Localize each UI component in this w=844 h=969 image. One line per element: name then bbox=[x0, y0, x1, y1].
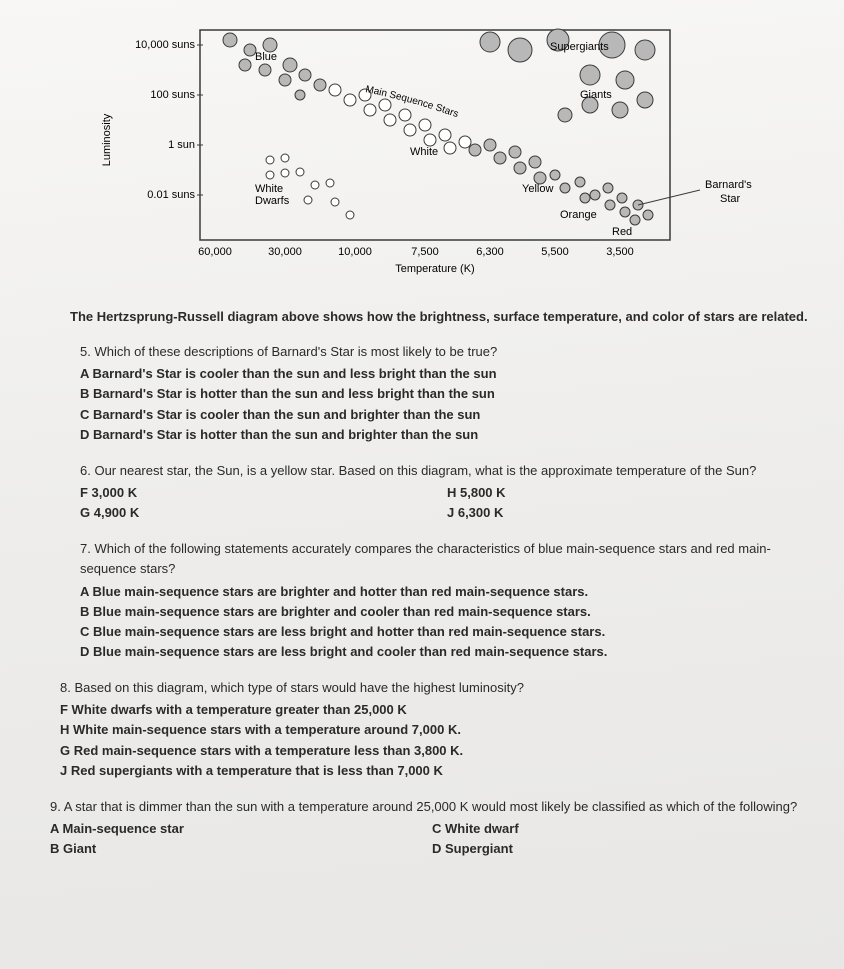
xtick-2: 10,000 bbox=[338, 246, 372, 258]
q6-text: 6. Our nearest star, the Sun, is a yello… bbox=[80, 461, 814, 481]
label-barnards-1: Barnard's bbox=[705, 179, 752, 191]
question-8: 8. Based on this diagram, which type of … bbox=[60, 678, 814, 781]
question-6: 6. Our nearest star, the Sun, is a yello… bbox=[80, 461, 814, 523]
xtick-3: 7,500 bbox=[411, 246, 439, 258]
xtick-5: 5,500 bbox=[541, 246, 569, 258]
q5-choice-d: D Barnard's Star is hotter than the sun … bbox=[80, 425, 814, 445]
hr-diagram-svg: Luminosity 10,000 suns 100 suns 1 sun 0.… bbox=[90, 20, 770, 290]
xtick-0: 60,000 bbox=[198, 246, 232, 258]
ytick-3: 0.01 suns bbox=[147, 189, 195, 201]
label-barnards-2: Star bbox=[720, 193, 741, 205]
q9-choice-b: B Giant bbox=[50, 839, 432, 859]
q5-text: 5. Which of these descriptions of Barnar… bbox=[80, 342, 814, 362]
xtick-6: 3,500 bbox=[606, 246, 634, 258]
label-white-dwarfs-2: Dwarfs bbox=[255, 195, 290, 207]
intro-text: The Hertzsprung-Russell diagram above sh… bbox=[70, 308, 814, 326]
ytick-2: 1 sun bbox=[168, 139, 195, 151]
q6-choice-f: F 3,000 K bbox=[80, 483, 447, 503]
xtick-4: 6,300 bbox=[476, 246, 504, 258]
question-7: 7. Which of the following statements acc… bbox=[80, 539, 814, 662]
label-giants: Giants bbox=[580, 89, 612, 101]
q7-choice-d: D Blue main-sequence stars are less brig… bbox=[80, 642, 814, 662]
q8-choice-g: G Red main-sequence stars with a tempera… bbox=[60, 741, 814, 761]
label-orange: Orange bbox=[560, 209, 597, 221]
label-red: Red bbox=[612, 226, 632, 238]
q7-choice-a: A Blue main-sequence stars are brighter … bbox=[80, 582, 814, 602]
label-white: White bbox=[410, 146, 438, 158]
ytick-0: 10,000 suns bbox=[135, 39, 195, 51]
q6-choice-g: G 4,900 K bbox=[80, 503, 447, 523]
label-yellow: Yellow bbox=[522, 183, 553, 195]
question-5: 5. Which of these descriptions of Barnar… bbox=[80, 342, 814, 445]
y-axis-label: Luminosity bbox=[101, 113, 113, 166]
q7-choice-b: B Blue main-sequence stars are brighter … bbox=[80, 602, 814, 622]
q9-choice-c: C White dwarf bbox=[432, 819, 814, 839]
xtick-1: 30,000 bbox=[268, 246, 302, 258]
q8-choice-f: F White dwarfs with a temperature greate… bbox=[60, 700, 814, 720]
q7-text: 7. Which of the following statements acc… bbox=[80, 539, 814, 579]
label-main-sequence: Main Sequence Stars bbox=[364, 84, 459, 120]
q5-choice-c: C Barnard's Star is cooler than the sun … bbox=[80, 405, 814, 425]
q6-choice-j: J 6,300 K bbox=[447, 503, 814, 523]
q9-choice-d: D Supergiant bbox=[432, 839, 814, 859]
q5-choice-a: A Barnard's Star is cooler than the sun … bbox=[80, 364, 814, 384]
worksheet-page: Luminosity 10,000 suns 100 suns 1 sun 0.… bbox=[0, 0, 844, 969]
q8-text: 8. Based on this diagram, which type of … bbox=[60, 678, 814, 698]
q8-choice-h: H White main-sequence stars with a tempe… bbox=[60, 720, 814, 740]
q5-choice-b: B Barnard's Star is hotter than the sun … bbox=[80, 384, 814, 404]
q9-text: 9. A star that is dimmer than the sun wi… bbox=[50, 797, 814, 817]
hr-diagram: Luminosity 10,000 suns 100 suns 1 sun 0.… bbox=[90, 20, 814, 290]
label-supergiants: Supergiants bbox=[550, 41, 609, 53]
question-9: 9. A star that is dimmer than the sun wi… bbox=[50, 797, 814, 859]
q6-choice-h: H 5,800 K bbox=[447, 483, 814, 503]
q8-choice-j: J Red supergiants with a temperature tha… bbox=[60, 761, 814, 781]
q9-choice-a: A Main-sequence star bbox=[50, 819, 432, 839]
ytick-1: 100 suns bbox=[150, 89, 195, 101]
label-white-dwarfs-1: White bbox=[255, 183, 283, 195]
label-blue: Blue bbox=[255, 51, 277, 63]
x-axis-label: Temperature (K) bbox=[395, 263, 474, 275]
q7-choice-c: C Blue main-sequence stars are less brig… bbox=[80, 622, 814, 642]
